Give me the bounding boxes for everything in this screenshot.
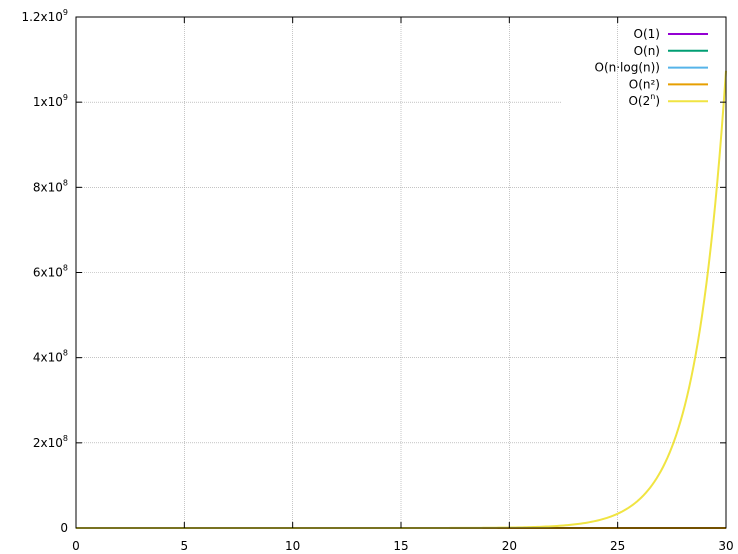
y-tick-label-base: 2x10 — [33, 436, 63, 450]
legend-label-text: O(n) — [634, 44, 660, 58]
y-tick-label: 1x109 — [33, 93, 68, 109]
legend: O(1)O(n)O(n·log(n))O(n²)O(2n) — [595, 27, 708, 108]
y-tick-label: 6x108 — [33, 264, 68, 280]
y-tick-label-base: 1x10 — [33, 95, 63, 109]
legend-label-exponent: n — [650, 92, 655, 101]
legend-label-2: O(n·log(n)) — [595, 61, 661, 75]
legend-label-text: O(n·log(n)) — [595, 61, 661, 75]
legend-label-4: O(2n) — [628, 92, 660, 108]
x-tick-label: 20 — [502, 539, 517, 553]
tick-labels: 0 5 10 15 20 25 3002x1084x1086x1088x1081x1091.… — [21, 8, 733, 553]
y-tick-label-base: 1.2x10 — [21, 10, 62, 24]
y-tick-label-base: 8x10 — [33, 180, 63, 194]
y-tick-label: 8x108 — [33, 178, 68, 194]
legend-label-3: O(n²) — [629, 77, 660, 91]
axes-layer — [75, 16, 727, 529]
grid-layer — [76, 17, 726, 528]
y-tick-label-exponent: 8 — [63, 434, 68, 443]
y-tick-label-base: 6x10 — [33, 266, 63, 280]
legend-label-1: O(n) — [634, 44, 660, 58]
legend-label-text: O(2 — [628, 94, 650, 108]
x-tick-label: 0 — [72, 539, 80, 553]
y-tick-label-exponent: 9 — [63, 8, 68, 17]
x-tick-label: 30 — [718, 539, 733, 553]
y-tick-label-exponent: 8 — [63, 178, 68, 187]
y-tick-label: 2x108 — [33, 434, 68, 450]
y-tick-label: 0 — [60, 521, 68, 535]
legend-label-0: O(1) — [634, 27, 660, 41]
y-tick-label-exponent: 8 — [63, 349, 68, 358]
y-tick-label-exponent: 8 — [63, 264, 68, 273]
legend-label-text: O(1) — [634, 27, 660, 41]
y-tick-label-base: 0 — [60, 521, 68, 535]
y-tick-label: 1.2x109 — [21, 8, 68, 24]
y-tick-label-exponent: 9 — [63, 93, 68, 102]
x-tick-label: 5 — [181, 539, 189, 553]
x-tick-label: 15 — [393, 539, 408, 553]
y-tick-label-base: 4x10 — [33, 351, 63, 365]
legend-label-suffix: ) — [655, 94, 660, 108]
plot-border — [75, 16, 727, 529]
x-tick-label: 25 — [610, 539, 625, 553]
y-tick-label: 4x108 — [33, 349, 68, 365]
legend-label-text: O(n²) — [629, 77, 660, 91]
x-tick-label: 10 — [285, 539, 300, 553]
